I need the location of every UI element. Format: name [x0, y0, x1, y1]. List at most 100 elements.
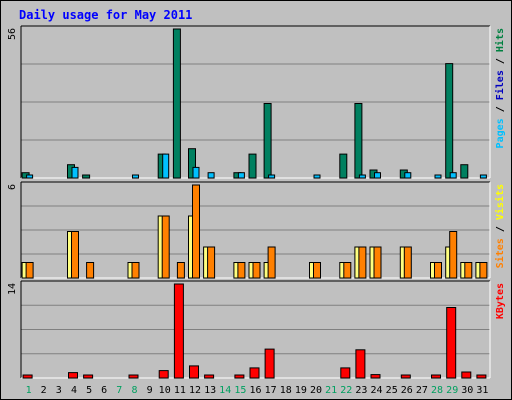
panel-kbytes-max-label: 14 — [7, 283, 18, 295]
day-label-14: 14 — [219, 385, 231, 396]
day-label-28: 28 — [431, 385, 443, 396]
day-label-13: 13 — [204, 385, 216, 396]
bar-visits-sites-day-20 — [313, 262, 321, 279]
bar-hits-hits-day-12 — [188, 148, 196, 179]
bar-kbytes-kbytes-day-8 — [128, 374, 139, 379]
bar-visits-sites-day-30 — [464, 262, 473, 279]
day-label-3: 3 — [56, 385, 62, 396]
panel-kbytes-axis-title: KBytes — [495, 283, 506, 319]
bar-kbytes-kbytes-day-13 — [204, 374, 215, 379]
bar-visits-sites-day-16 — [252, 262, 261, 279]
bar-hits-hits-day-5 — [82, 174, 91, 179]
bar-hits-files-day-15 — [237, 172, 245, 179]
day-label-11: 11 — [174, 385, 186, 396]
day-label-25: 25 — [386, 385, 398, 396]
bar-kbytes-kbytes-day-28 — [431, 374, 441, 379]
bar-visits-sites-day-31 — [479, 262, 488, 279]
bar-visits-sites-day-29 — [449, 231, 458, 279]
bar-hits-files-day-20 — [313, 174, 321, 179]
day-label-12: 12 — [189, 385, 201, 396]
panel-visits-axis-title-part: / — [495, 226, 506, 238]
day-label-5: 5 — [86, 385, 92, 396]
day-label-27: 27 — [416, 385, 428, 396]
day-label-21: 21 — [325, 385, 337, 396]
bar-kbytes-kbytes-day-5 — [83, 374, 94, 379]
bar-hits-files-day-23 — [358, 174, 366, 179]
bar-visits-sites-day-26 — [403, 246, 412, 279]
bar-kbytes-kbytes-day-11 — [173, 283, 184, 379]
bar-visits-sites-day-17 — [267, 246, 276, 279]
bar-visits-sites-day-23 — [358, 246, 367, 279]
bar-kbytes-kbytes-day-12 — [189, 365, 199, 379]
day-label-17: 17 — [265, 385, 277, 396]
day-label-9: 9 — [147, 385, 153, 396]
bar-hits-files-day-10 — [162, 153, 170, 179]
panel-hits-axis-title-part: / — [495, 106, 506, 118]
bar-kbytes-kbytes-day-15 — [234, 374, 245, 379]
bar-kbytes-kbytes-day-30 — [461, 371, 472, 379]
day-label-31: 31 — [476, 385, 488, 396]
panel-hits-axis-title: Pages / Files / Hits — [494, 28, 506, 148]
bar-hits-hits-day-23 — [354, 103, 363, 179]
bar-hits-hits-day-17 — [263, 103, 272, 179]
panel-visits-axis-title: Sites / Visits — [494, 184, 506, 268]
day-label-29: 29 — [446, 385, 458, 396]
bar-kbytes-kbytes-day-29 — [446, 307, 457, 379]
day-label-20: 20 — [310, 385, 322, 396]
day-label-24: 24 — [370, 385, 382, 396]
bar-hits-files-day-24 — [374, 172, 381, 179]
bar-hits-files-day-4 — [71, 166, 79, 179]
bar-kbytes-kbytes-day-16 — [249, 367, 260, 379]
bar-visits-sites-day-24 — [373, 246, 382, 279]
bar-kbytes-kbytes-day-31 — [476, 374, 487, 379]
bar-kbytes-kbytes-day-26 — [400, 374, 411, 379]
bar-hits-files-day-8 — [132, 174, 139, 179]
bar-visits-sites-day-13 — [207, 246, 216, 279]
bar-visits-sites-day-10 — [161, 215, 170, 279]
day-label-7: 7 — [116, 385, 122, 396]
bar-hits-hits-day-30 — [460, 164, 469, 179]
panel-visits-max-label: 6 — [7, 184, 18, 190]
bar-visits-sites-day-15 — [237, 262, 246, 279]
day-label-1: 1 — [26, 385, 32, 396]
day-label-16: 16 — [249, 385, 261, 396]
day-label-10: 10 — [159, 385, 171, 396]
panel-hits-axis-title-part: Files — [494, 70, 506, 106]
bar-hits-hits-day-11 — [172, 28, 181, 179]
day-label-22: 22 — [340, 385, 352, 396]
bar-visits-sites-day-22 — [343, 262, 352, 279]
bar-hits-hits-day-16 — [248, 153, 257, 179]
bar-hits-files-day-26 — [404, 172, 412, 179]
day-label-2: 2 — [41, 385, 47, 396]
bar-hits-files-day-12 — [192, 166, 200, 179]
bar-visits-sites-day-5 — [86, 262, 95, 279]
day-label-6: 6 — [101, 385, 107, 396]
panel-kbytes-axis-title-part: KBytes — [495, 283, 506, 319]
bar-kbytes-kbytes-day-23 — [355, 349, 366, 379]
bar-hits-hits-day-22 — [339, 153, 348, 179]
day-label-26: 26 — [401, 385, 413, 396]
bar-hits-files-day-29 — [449, 172, 457, 179]
day-label-8: 8 — [131, 385, 137, 396]
day-label-15: 15 — [234, 385, 246, 396]
bar-kbytes-kbytes-day-17 — [264, 348, 275, 379]
bar-hits-files-day-28 — [434, 174, 442, 179]
panel-hits-axis-title-part: Pages — [495, 118, 506, 148]
bar-hits-files-day-13 — [207, 172, 215, 179]
bar-visits-sites-day-8 — [131, 262, 140, 279]
day-label-23: 23 — [355, 385, 367, 396]
bar-kbytes-kbytes-day-10 — [158, 370, 169, 379]
bar-kbytes-kbytes-day-24 — [370, 374, 381, 379]
bar-kbytes-kbytes-day-22 — [340, 367, 351, 379]
panel-hits-axis-title-part: Hits — [494, 28, 506, 58]
day-label-30: 30 — [461, 385, 473, 396]
bar-visits-sites-day-12 — [192, 184, 200, 279]
bar-hits-files-day-1 — [26, 174, 34, 179]
bar-hits-files-day-31 — [479, 174, 487, 179]
day-label-4: 4 — [71, 385, 77, 396]
chart-title: Daily usage for May 2011 — [19, 8, 192, 22]
bar-kbytes-kbytes-day-4 — [68, 372, 78, 379]
bar-visits-sites-day-4 — [71, 231, 79, 279]
panel-visits-axis-title-part: Visits — [494, 184, 506, 226]
bar-visits-sites-day-11 — [176, 262, 185, 279]
